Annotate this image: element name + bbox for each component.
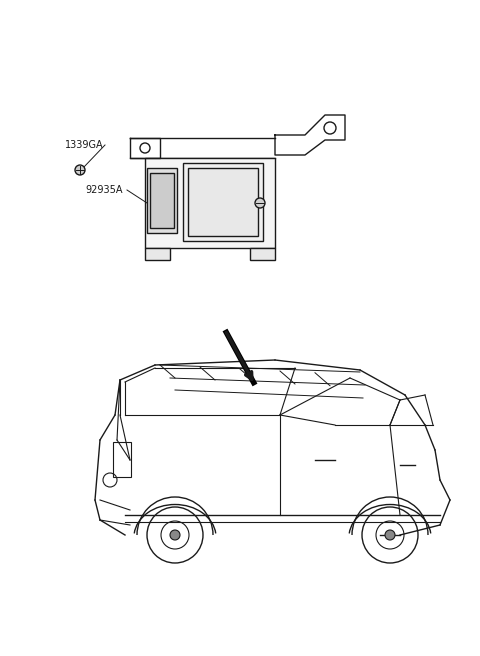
Text: 92935A: 92935A — [85, 185, 122, 195]
Bar — [250, 248, 275, 260]
Bar — [188, 168, 258, 236]
Bar — [145, 158, 275, 248]
Text: 1339GA: 1339GA — [65, 140, 104, 150]
Bar — [113, 442, 131, 477]
Bar — [150, 173, 174, 228]
Circle shape — [170, 530, 180, 540]
Circle shape — [75, 165, 85, 175]
Bar — [145, 248, 170, 260]
Bar — [183, 163, 263, 241]
Circle shape — [385, 530, 395, 540]
Circle shape — [255, 198, 265, 208]
Bar — [147, 168, 177, 233]
